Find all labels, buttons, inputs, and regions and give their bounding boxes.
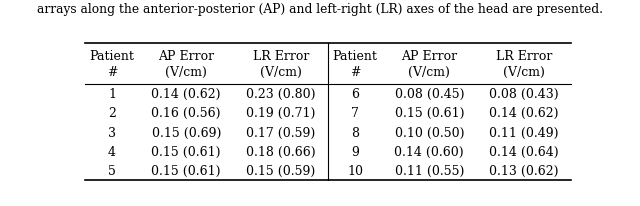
Text: 0.15 (0.59): 0.15 (0.59) xyxy=(246,164,316,177)
Text: 0.11 (0.55): 0.11 (0.55) xyxy=(395,164,464,177)
Text: AP Error
(V/cm): AP Error (V/cm) xyxy=(401,50,458,79)
Text: 0.08 (0.45): 0.08 (0.45) xyxy=(394,88,464,101)
Text: 0.23 (0.80): 0.23 (0.80) xyxy=(246,88,316,101)
Text: 8: 8 xyxy=(351,126,359,139)
Text: AP Error
(V/cm): AP Error (V/cm) xyxy=(158,50,214,79)
Text: 0.14 (0.62): 0.14 (0.62) xyxy=(489,107,559,120)
Text: 0.14 (0.64): 0.14 (0.64) xyxy=(489,145,559,158)
Text: LR Error
(V/cm): LR Error (V/cm) xyxy=(253,50,309,79)
Text: 0.17 (0.59): 0.17 (0.59) xyxy=(246,126,316,139)
Text: 0.13 (0.62): 0.13 (0.62) xyxy=(489,164,559,177)
Text: 0.18 (0.66): 0.18 (0.66) xyxy=(246,145,316,158)
Text: 7: 7 xyxy=(351,107,359,120)
Text: 0.15 (0.61): 0.15 (0.61) xyxy=(152,145,221,158)
Text: 0.14 (0.62): 0.14 (0.62) xyxy=(152,88,221,101)
Text: Patient
#: Patient # xyxy=(90,50,134,79)
Text: 1: 1 xyxy=(108,88,116,101)
Text: Patient
#: Patient # xyxy=(333,50,378,79)
Text: 6: 6 xyxy=(351,88,359,101)
Text: 0.14 (0.60): 0.14 (0.60) xyxy=(394,145,464,158)
Text: 9: 9 xyxy=(351,145,359,158)
Text: arrays along the anterior-posterior (AP) and left-right (LR) axes of the head ar: arrays along the anterior-posterior (AP)… xyxy=(37,3,603,16)
Text: 0.11 (0.49): 0.11 (0.49) xyxy=(489,126,559,139)
Text: 0.08 (0.43): 0.08 (0.43) xyxy=(489,88,559,101)
Text: 0.16 (0.56): 0.16 (0.56) xyxy=(152,107,221,120)
Text: 0.15 (0.69): 0.15 (0.69) xyxy=(152,126,221,139)
Text: 0.15 (0.61): 0.15 (0.61) xyxy=(152,164,221,177)
Text: LR Error
(V/cm): LR Error (V/cm) xyxy=(495,50,552,79)
Text: 10: 10 xyxy=(347,164,363,177)
Text: 3: 3 xyxy=(108,126,116,139)
Text: 4: 4 xyxy=(108,145,116,158)
Text: 5: 5 xyxy=(108,164,116,177)
Text: 0.15 (0.61): 0.15 (0.61) xyxy=(394,107,464,120)
Text: 0.10 (0.50): 0.10 (0.50) xyxy=(394,126,464,139)
Text: 0.19 (0.71): 0.19 (0.71) xyxy=(246,107,316,120)
Text: 2: 2 xyxy=(108,107,116,120)
